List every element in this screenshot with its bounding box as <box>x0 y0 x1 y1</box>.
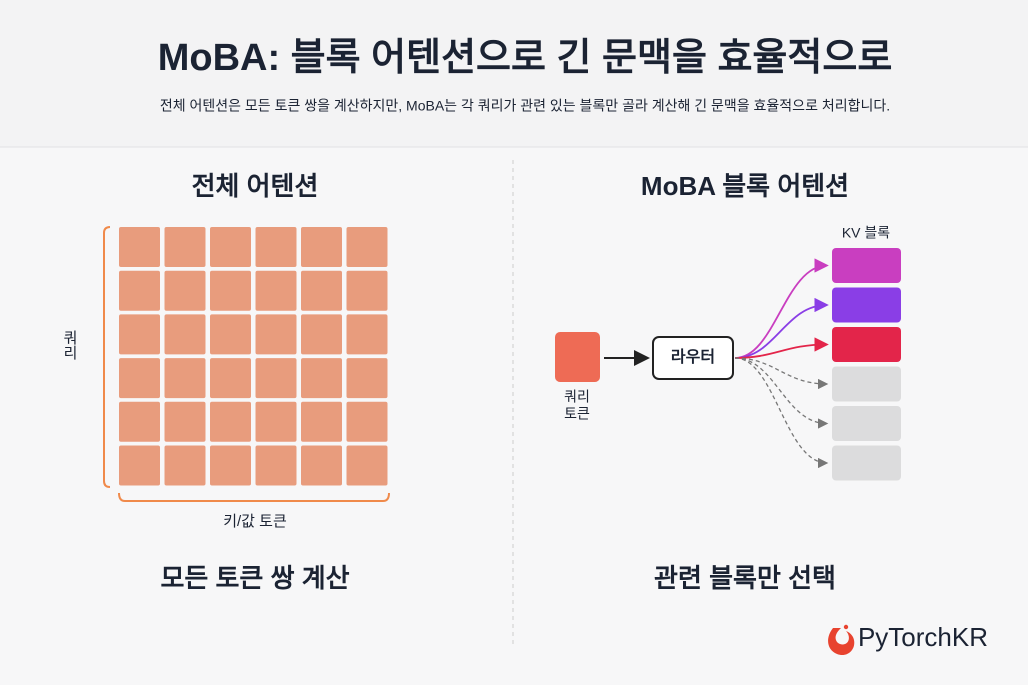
grid-cell <box>210 270 251 311</box>
grid-cell <box>119 270 160 311</box>
grid-cell <box>346 227 388 267</box>
grid-cell <box>164 358 206 399</box>
grid-cell <box>119 314 160 355</box>
grid-cell <box>346 270 388 311</box>
grid-cell <box>164 227 206 267</box>
kv-block <box>832 445 901 481</box>
grid-cell <box>301 401 342 442</box>
grid-cell <box>346 401 388 442</box>
left-caption: 모든 토큰 쌍 계산 <box>160 563 349 593</box>
grid-cell <box>255 445 297 486</box>
grid-cell <box>164 270 206 311</box>
grid-cell <box>210 445 251 486</box>
grid-cell <box>301 270 342 311</box>
query-bracket <box>103 226 111 488</box>
grid-cell <box>301 314 342 355</box>
grid-cell <box>346 314 388 355</box>
grid-cell <box>119 401 160 442</box>
y-label: 쿼리 <box>61 330 78 360</box>
grid-cell <box>164 401 206 442</box>
route-arrow <box>734 357 829 469</box>
grid-cell <box>301 227 342 267</box>
grid-cell <box>164 314 206 355</box>
logo-icon <box>828 628 855 656</box>
kv-block <box>832 406 901 441</box>
header-bg <box>0 0 1028 147</box>
x-label: 키/값 토큰 <box>223 513 287 530</box>
route-arrow <box>734 357 829 429</box>
kv-label: KV 블록 <box>842 225 890 241</box>
grid-cell <box>119 227 160 267</box>
grid-cell <box>119 445 160 486</box>
query-label: 토큰 <box>564 406 590 422</box>
grid-cell <box>255 314 297 355</box>
route-arrow <box>734 357 829 390</box>
kv-block <box>832 366 901 402</box>
grid-cell <box>255 270 297 311</box>
title: MoBA: 블록 어텐션으로 긴 문맥을 효율적으로 <box>158 37 893 79</box>
right-caption: 관련 블록만 선택 <box>654 563 836 593</box>
grid-cell <box>164 445 206 486</box>
key-bracket <box>118 492 390 502</box>
grid-cell <box>210 358 251 399</box>
right-heading: MoBA 블록 어텐션 <box>641 171 849 201</box>
router-label: 라우터 <box>671 348 715 366</box>
kv-block <box>832 327 901 362</box>
grid-cell <box>346 445 388 486</box>
kv-block <box>832 287 901 323</box>
query-token <box>555 332 600 382</box>
route-arrow <box>734 258 829 359</box>
grid-cell <box>346 358 388 399</box>
query-label: 쿼리 <box>564 389 590 405</box>
left-heading: 전체 어텐션 <box>192 171 319 201</box>
grid-cell <box>301 358 342 399</box>
subtitle: 전체 어텐션은 모든 토큰 쌍을 계산하지만, MoBA는 각 쿼리가 관련 있… <box>160 98 890 114</box>
attention-grid <box>119 227 388 486</box>
route-arrow <box>734 337 829 359</box>
grid-cell <box>119 358 160 399</box>
router-box <box>652 336 734 380</box>
grid-cell <box>255 358 297 399</box>
grid-cell <box>301 445 342 486</box>
grid-cell <box>210 401 251 442</box>
kv-block <box>832 248 901 283</box>
kv-blocks <box>734 248 901 481</box>
grid-cell <box>210 227 251 267</box>
grid-cell <box>255 227 297 267</box>
grid-cell <box>210 314 251 355</box>
route-arrow <box>734 297 829 359</box>
logo-text: PyTorchKR <box>858 622 988 652</box>
grid-cell <box>255 401 297 442</box>
logo-dot <box>843 624 849 630</box>
